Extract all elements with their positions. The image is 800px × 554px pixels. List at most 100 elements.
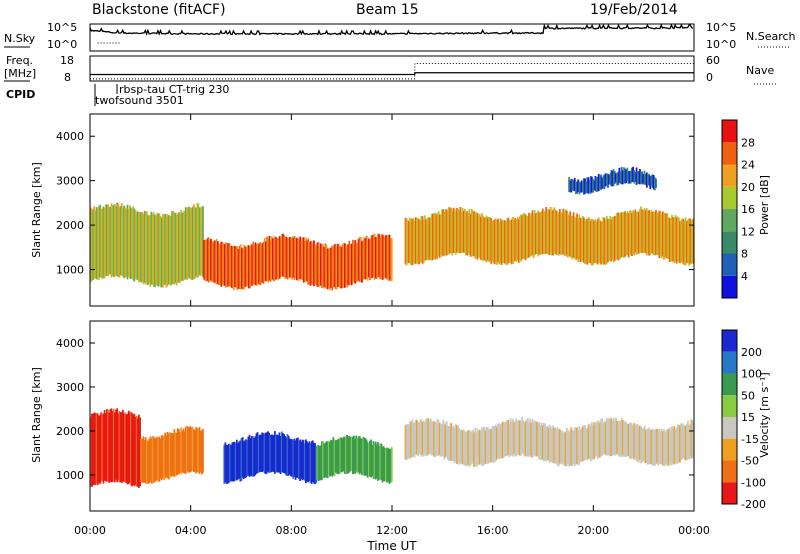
noise-panel-frame [89,23,695,52]
echo-cell [354,438,357,474]
echo-cell [334,440,337,473]
echo-cell [587,177,590,194]
echo-cell [228,443,230,483]
echo-cell [646,208,648,256]
echo-cell [627,213,630,258]
echo-cell [319,445,322,481]
time-x-axis: 00:00 04:00 08:00 12:00 16:00 20:00 00:00 [74,114,710,537]
echo-cell [470,432,473,464]
echo-cell [190,427,193,472]
echo-cell [303,443,306,481]
echo-cell [382,235,385,280]
echo-cell [442,209,445,256]
echo-cell [595,422,598,456]
echo-cell [559,209,561,254]
echo-cell [545,207,548,254]
echo-cell [95,413,98,484]
echo-cell [429,418,432,454]
echo-cell [642,174,645,184]
echo-cell [525,419,528,456]
echo-cell [120,412,123,483]
echo-cell [110,203,113,278]
echo-cell [298,440,300,480]
echo-cell [610,219,613,262]
echo-cell [634,209,637,253]
echo-cell [575,217,577,261]
echo-cell [501,220,504,264]
colorbar-swatch [722,438,737,461]
echo-cell [499,424,502,460]
echo-cell [483,427,486,465]
echo-cell [250,244,252,287]
echo-cell [627,171,630,184]
echo-cell [265,241,267,282]
echo-cell [276,434,279,473]
echo-cell [547,427,550,461]
echo-cell [634,172,637,182]
echo-cell [273,237,275,282]
echo-cell [444,424,447,458]
echo-cell [421,216,424,264]
echo-cell [212,242,215,283]
echo-cell [539,425,542,460]
echo-cell [374,236,377,279]
echo-cell [688,218,691,266]
echo-cell [330,247,332,288]
echo-cell [122,409,124,482]
echo-cell [621,170,624,185]
echo-cell [165,216,168,288]
echo-cell [489,428,491,463]
echo-cell [540,422,543,461]
echo-cell [561,431,564,465]
echo-cell [632,166,634,182]
echo-cell [176,213,179,282]
echo-cell [637,211,640,254]
echo-cell [154,438,156,482]
echo-cell [253,244,256,285]
echo-cell [295,438,298,478]
echo-cell [578,181,581,195]
echo-cell [548,424,551,463]
echo-cell [301,439,304,481]
echo-cell [580,427,583,462]
echo-cell [160,435,163,481]
echo-cell [568,432,570,467]
echo-cell [91,413,93,487]
nave-tick-low: 0 [706,71,713,84]
echo-cell [93,412,96,485]
echo-cell [337,243,339,287]
echo-cell [151,214,154,285]
echo-cell [136,211,139,280]
echo-cell [436,212,439,259]
echo-cell [146,440,148,482]
echo-cell [102,206,105,278]
echo-cell [117,413,120,481]
echo-cell [299,439,302,481]
echo-cell [284,236,287,280]
echo-cell [90,207,92,283]
echo-cell [242,248,244,290]
echo-cell [309,443,312,483]
echo-cell [684,217,687,266]
echo-cell [478,429,481,465]
echo-cell [571,178,574,191]
echo-cell [184,426,187,474]
echo-cell [138,414,140,488]
echo-cell [103,409,106,481]
echo-cell [143,210,146,283]
echo-cell [258,243,260,285]
echo-cell [644,174,647,185]
echo-cell [516,420,519,455]
echo-cell [577,218,580,263]
echo-cell [528,422,530,457]
echo-cell [234,246,236,287]
echo-cell [188,207,191,279]
echo-cell [188,427,191,473]
echo-cell [647,430,649,465]
echo-cell [654,177,656,191]
nave-tick-high: 60 [706,54,720,67]
echo-cell [301,237,304,280]
echo-cell [175,215,178,286]
echo-cell [305,237,307,281]
echo-cell [572,180,575,191]
